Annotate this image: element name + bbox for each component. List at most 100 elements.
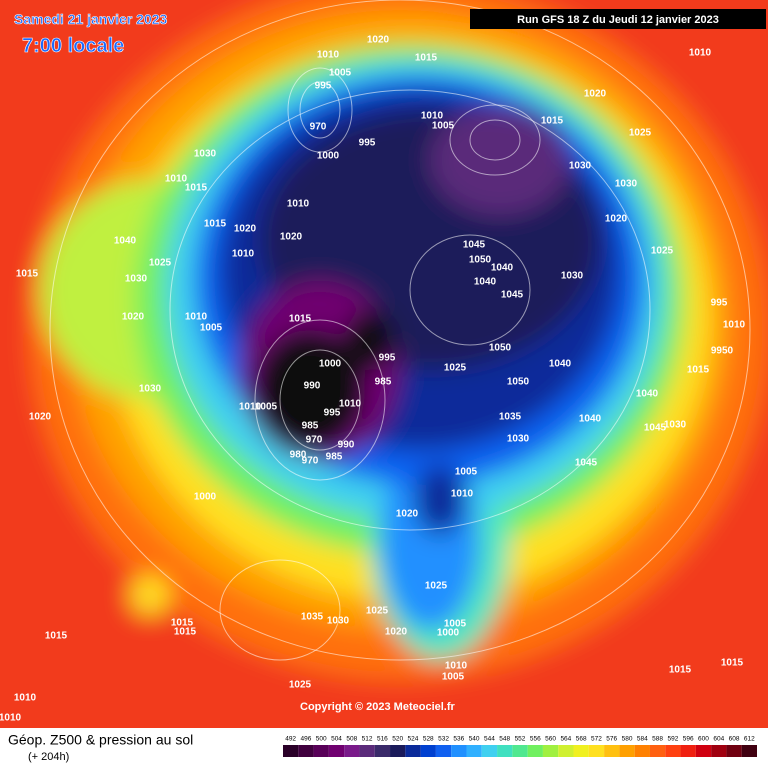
isobar-label: 1005 (255, 402, 278, 413)
isobar-label: 1025 (629, 128, 652, 139)
scale-label: 560 (545, 736, 556, 743)
isobar-label: 1010 (232, 249, 255, 260)
scale-swatch (359, 745, 375, 757)
scale-label: 572 (591, 736, 602, 743)
scale-label: 596 (683, 736, 694, 743)
scale-label: 544 (484, 736, 495, 743)
isobar-label: 995 (711, 298, 728, 309)
isobar-label: 1025 (149, 258, 172, 269)
isobar-label: 1015 (669, 665, 692, 676)
scale-label: 520 (392, 736, 403, 743)
scale-label: 536 (453, 736, 464, 743)
isobar-label: 1015 (174, 627, 197, 638)
isobar-label: 1000 (437, 628, 460, 639)
isobar-label: 1010 (239, 402, 262, 413)
isobar-label: 985 (302, 421, 319, 432)
isobar-label: 1020 (605, 214, 628, 225)
isobar-label: 1005 (200, 323, 223, 334)
isobar-label: 1020 (234, 224, 257, 235)
scale-swatch (695, 745, 712, 757)
scale-label: 584 (637, 736, 648, 743)
isobar-label: 1010 (445, 661, 468, 672)
isobar-label: 1025 (366, 606, 389, 617)
isobar-label: 1030 (569, 161, 592, 172)
scale-label: 516 (377, 736, 388, 743)
isobar-label: 1045 (575, 458, 598, 469)
isobar-label: 1010 (723, 320, 746, 331)
isobar-label: 1040 (114, 236, 137, 247)
isobar-label: 1040 (474, 277, 497, 288)
isobar-label: 1015 (687, 365, 710, 376)
isobar-label: 1035 (499, 412, 522, 423)
isobar-label: 1025 (289, 680, 312, 691)
isobar-label: 1030 (194, 149, 217, 160)
scale-swatch (497, 745, 513, 757)
isobar-label: 1045 (501, 290, 524, 301)
scale-label: 508 (346, 736, 357, 743)
scale-label: 528 (423, 736, 434, 743)
scale-swatch (741, 745, 757, 757)
scale-swatch (313, 745, 329, 757)
footer-lead: (+ 204h) (28, 751, 69, 763)
scale-swatch (405, 745, 421, 757)
isobar-label: 1020 (29, 412, 52, 423)
scale-label: 580 (622, 736, 633, 743)
scale-swatch (634, 745, 650, 757)
time-label: 7:00 locale (22, 35, 124, 57)
isobar-label: 1015 (415, 53, 438, 64)
isobar-label: 1000 (194, 492, 217, 503)
scale-label: 576 (606, 736, 617, 743)
scale-label: 564 (560, 736, 571, 743)
scale-swatch (298, 745, 314, 757)
scale-label: 512 (362, 736, 373, 743)
scale-label: 540 (469, 736, 480, 743)
isobar-label: 1020 (584, 89, 607, 100)
scale-swatch (374, 745, 391, 757)
isobar-label: 990 (338, 440, 355, 451)
copyright: Copyright © 2023 Meteociel.fr (300, 701, 456, 713)
isobar-label: 1045 (644, 423, 667, 434)
isobar-label: 9950 (711, 346, 734, 357)
isobar-label: 1015 (289, 314, 312, 325)
scale-label: 604 (713, 736, 724, 743)
isobar-label: 1020 (122, 312, 145, 323)
scale-swatch (649, 745, 666, 757)
isobar-label: 1010 (165, 174, 188, 185)
scale-swatch (420, 745, 436, 757)
isobar-label: 1040 (579, 414, 602, 425)
isobar-label: 985 (375, 377, 392, 388)
isobar-label: 1050 (489, 343, 512, 354)
isobar-label: 1030 (125, 274, 148, 285)
isobar-label: 970 (306, 435, 323, 446)
scale-label: 592 (667, 736, 678, 743)
isobar-label: 995 (315, 81, 332, 92)
isobar-label: 1025 (425, 581, 448, 592)
isobar-label: 995 (379, 353, 396, 364)
scale-swatch (680, 745, 696, 757)
isobar-label: 1040 (491, 263, 514, 274)
isobar-label: 1020 (367, 35, 390, 46)
scale-label: 524 (408, 736, 419, 743)
scale-label: 600 (698, 736, 709, 743)
scale-swatch (481, 745, 498, 757)
scale-swatch (726, 745, 742, 757)
scale-label: 548 (499, 736, 510, 743)
scale-swatch (573, 745, 589, 757)
isobar-label: 1010 (689, 48, 712, 59)
isobar-label: 1030 (664, 420, 687, 431)
color-scale: 492 496 500 504 508 512 516 520 524 528 532 536 540 5… (283, 736, 757, 757)
isobar-label: 1015 (721, 658, 744, 669)
isobar-label: 1010 (287, 199, 310, 210)
isobar-label: 995 (324, 408, 341, 419)
isobar-label: 1015 (16, 269, 39, 280)
scale-swatch (451, 745, 467, 757)
scale-label: 608 (729, 736, 740, 743)
isobar-label: 1030 (139, 384, 162, 395)
isobar-label: 1010 (451, 489, 474, 500)
scale-swatch (588, 745, 605, 757)
isobar-label: 985 (326, 452, 343, 463)
isobar-label: 995 (359, 138, 376, 149)
isobar-label: 1010 (185, 312, 208, 323)
isobar-label: 1020 (385, 627, 408, 638)
